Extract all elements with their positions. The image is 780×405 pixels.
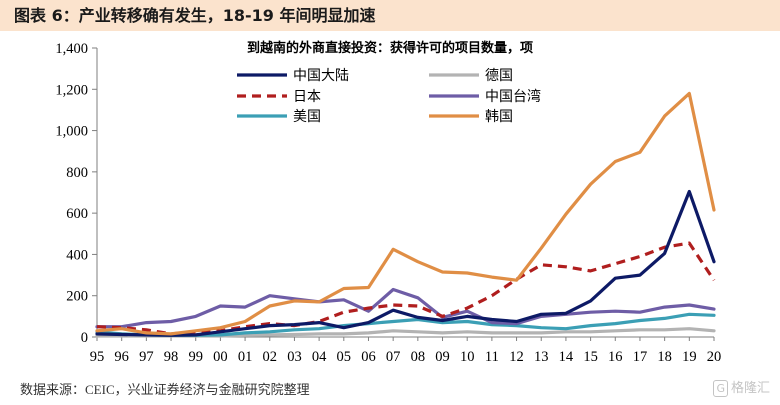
x-tick-label: 96: [114, 349, 129, 365]
x-tick-label: 04: [312, 349, 327, 365]
x-tick-label: 98: [164, 349, 179, 365]
y-tick-label: 400: [66, 247, 88, 263]
x-tick-label: 12: [509, 349, 524, 365]
chart-title: 到越南的外商直接投资：获得许可的项目数量，项: [246, 41, 533, 56]
y-tick-label: 1,000: [55, 124, 88, 140]
x-tick-labels: 95 96 97 98 99 00 01 02 03 04 05 06 07 08 09 10 11 12 13 14…: [90, 349, 722, 365]
legend-label: 美国: [293, 109, 321, 125]
legend-label: 韩国: [485, 109, 513, 125]
legend-label: 德国: [485, 68, 513, 84]
y-tick-label: 1,400: [55, 41, 88, 57]
x-tick-label: 95: [90, 349, 105, 365]
x-tick-label: 02: [263, 349, 278, 365]
x-tick-label: 97: [139, 349, 154, 365]
x-tick-label: 08: [411, 349, 426, 365]
x-tick-label: 09: [435, 349, 450, 365]
x-tick-label: 13: [534, 349, 549, 365]
series-line: [95, 189, 716, 337]
source-note: 数据来源：CEIC，兴业证券经济与金融研究院整理: [20, 382, 310, 397]
x-tick-label: 03: [287, 349, 302, 365]
x-tick-label: 16: [608, 349, 623, 365]
watermark-logo-icon: G: [713, 380, 728, 397]
x-tick-label: 05: [337, 349, 352, 365]
y-tick-labels: 0 200 400 600 800 1,000 1,200 1,400: [55, 41, 88, 346]
watermark: G 格隆汇: [713, 377, 770, 397]
legend-label: 中国台湾: [485, 88, 541, 105]
figure-title: 图表 6：产业转移确有发生，18-19 年间明显加速: [0, 0, 780, 31]
x-tick-label: 15: [583, 349, 598, 365]
series-lines: [95, 91, 716, 338]
y-tick-label: 0: [81, 330, 88, 346]
x-tick-label: 06: [361, 349, 376, 365]
axes: [92, 47, 715, 341]
legend-label: 中国大陆: [293, 68, 349, 84]
y-tick-label: 600: [66, 206, 88, 222]
x-tick-label: 07: [386, 349, 401, 365]
x-tick-label: 19: [682, 349, 697, 365]
x-tick-label: 00: [213, 349, 228, 365]
x-tick-label: 10: [460, 349, 475, 365]
watermark-text: 格隆汇: [730, 381, 770, 396]
y-tick-label: 800: [66, 165, 88, 181]
x-tick-label: 01: [238, 349, 253, 365]
x-tick-label: 18: [657, 349, 672, 365]
x-tick-label: 11: [485, 349, 499, 365]
x-tick-label: 14: [559, 349, 574, 365]
y-tick-label: 1,200: [55, 82, 88, 98]
x-tick-label: 17: [633, 349, 648, 365]
x-tick-label: 20: [707, 349, 722, 365]
x-tick-label: 99: [188, 349, 203, 365]
series-line: [95, 91, 716, 336]
series-line: [95, 287, 716, 329]
y-tick-label: 200: [66, 289, 88, 305]
legend-label: 日本: [293, 89, 321, 105]
